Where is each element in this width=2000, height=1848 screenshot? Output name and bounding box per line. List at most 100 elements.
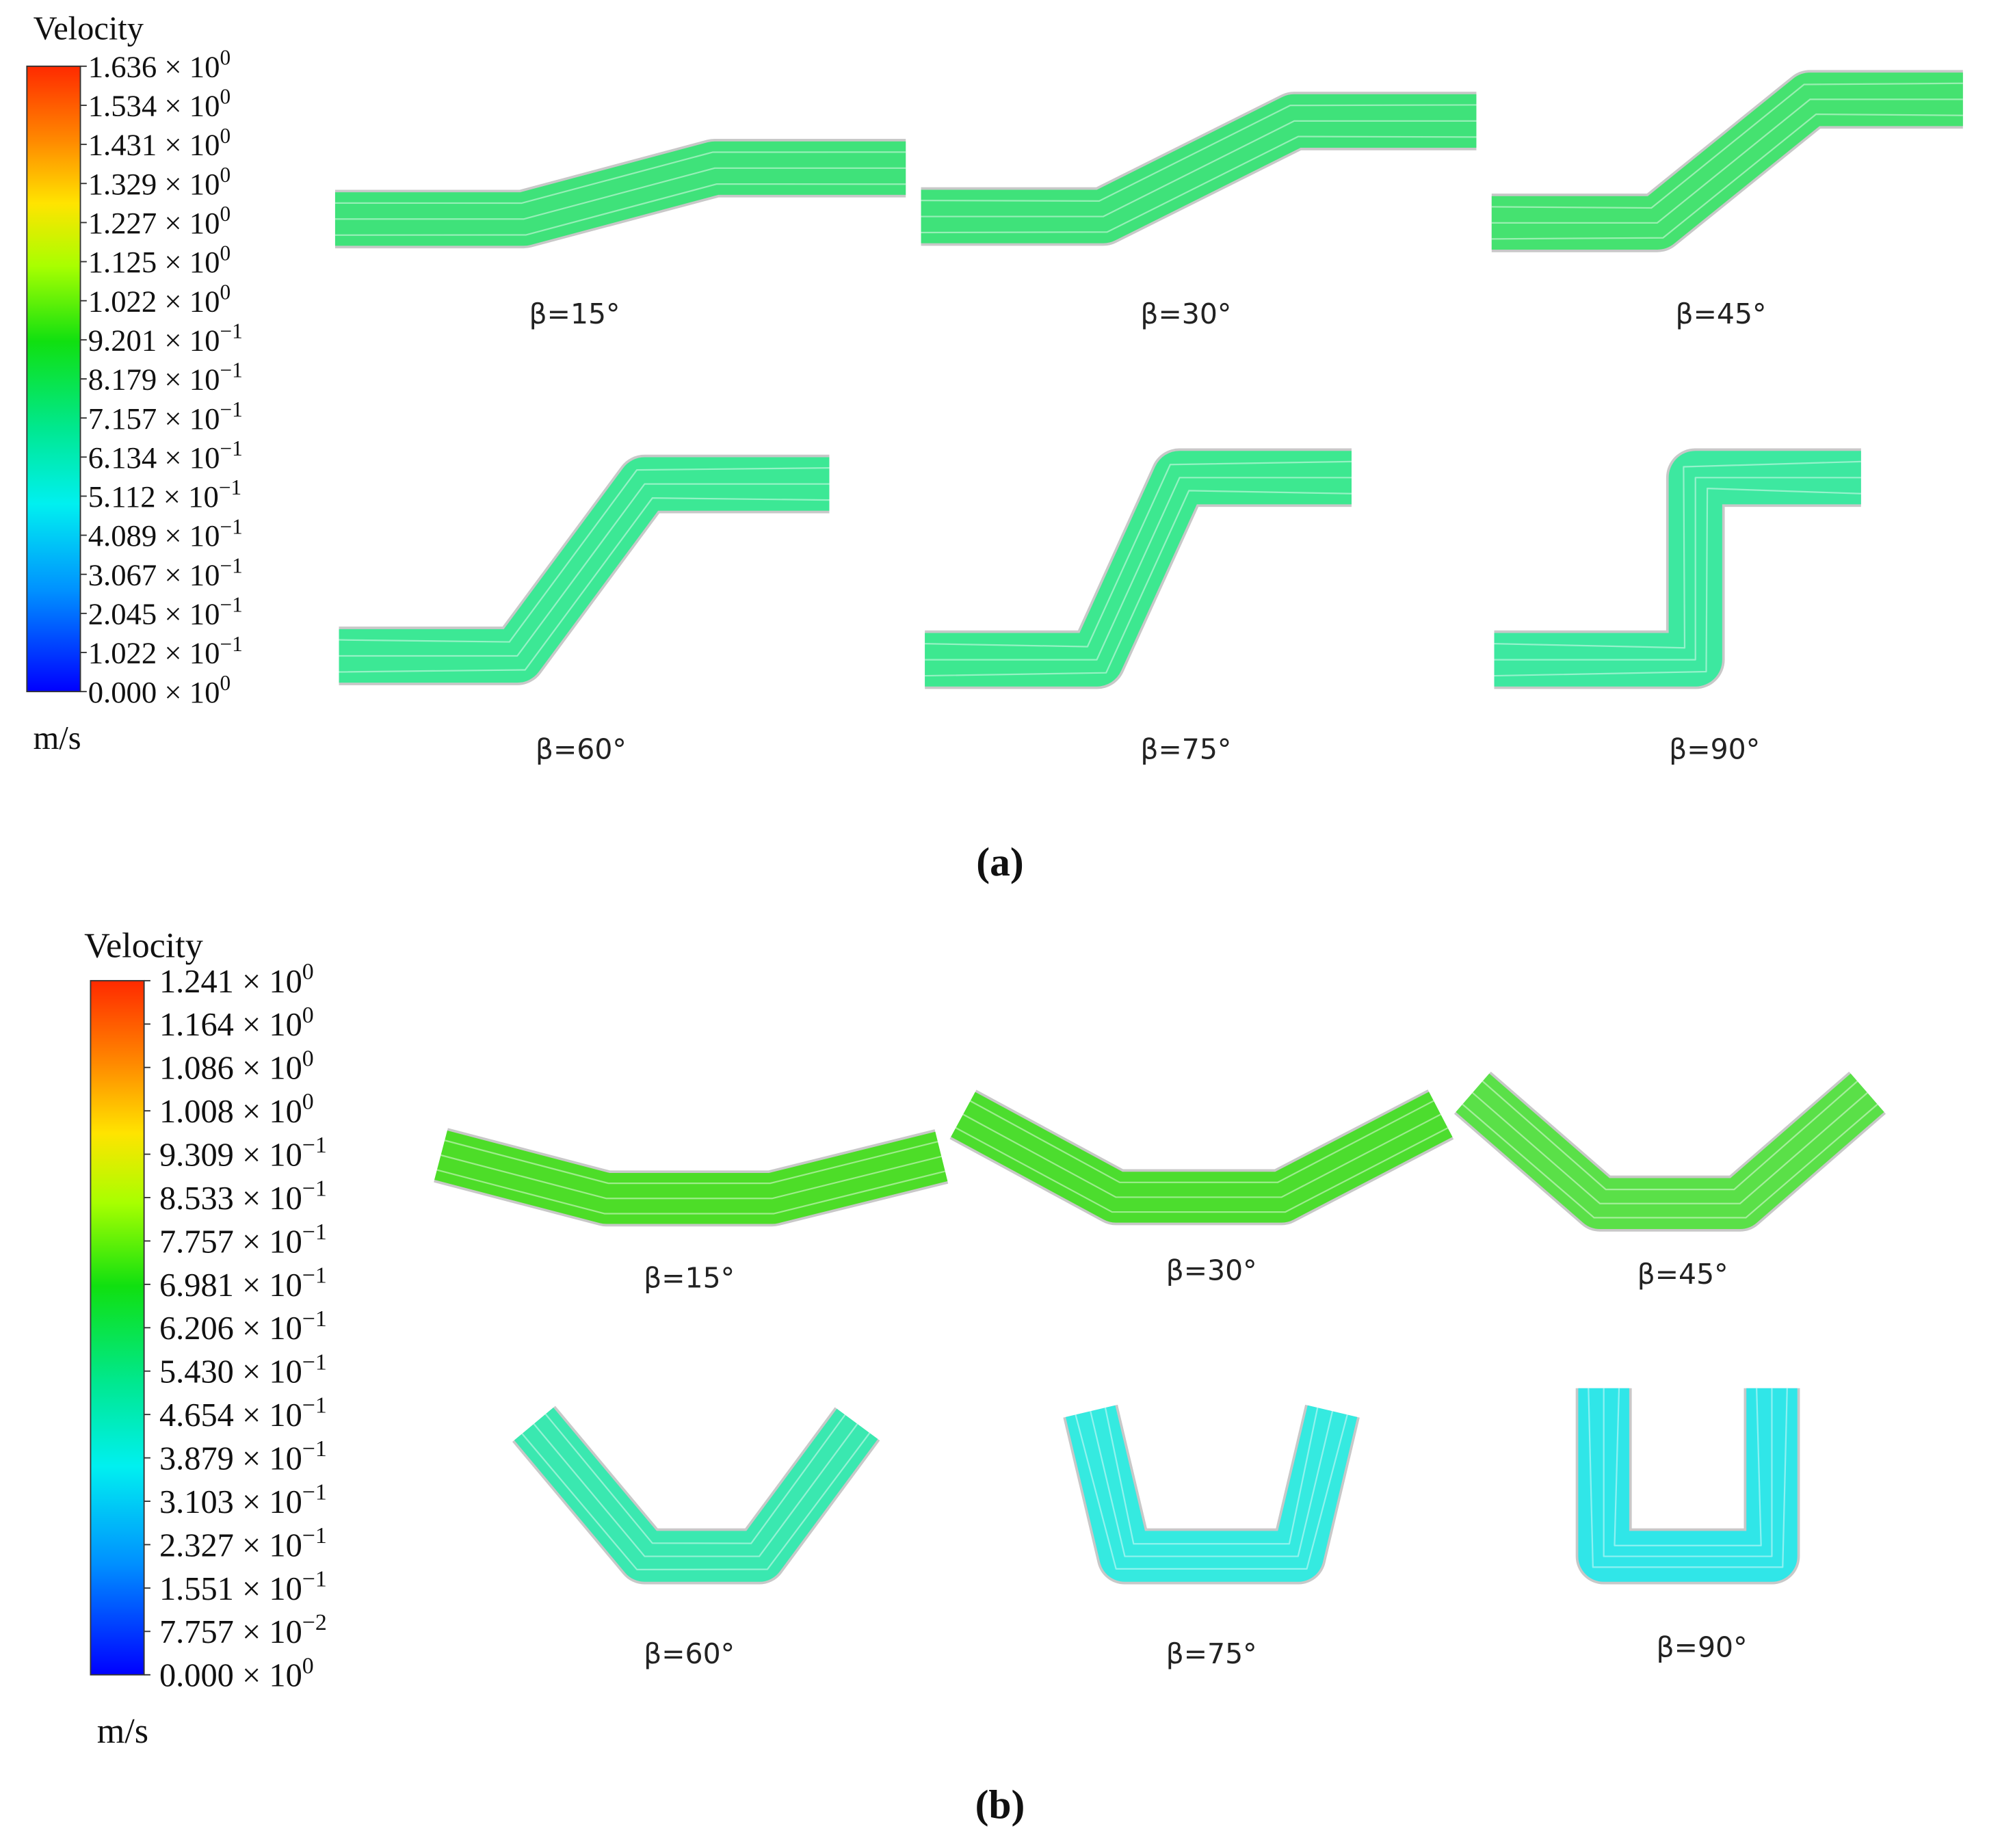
pipe-flow — [1578, 1388, 1798, 1582]
legend-label-exp: −1 — [302, 1566, 327, 1592]
streamline — [521, 1432, 871, 1570]
legend-label-base: 1.551 × 10 — [159, 1571, 302, 1607]
caption: β=45° — [1637, 1258, 1728, 1291]
streamline — [1494, 477, 1861, 661]
streamline — [921, 104, 1477, 202]
legend-label-exp: 0 — [220, 46, 231, 70]
legend-label-exp: 0 — [302, 1090, 314, 1115]
legend-label-base: 3.067 × 10 — [88, 557, 220, 592]
streamline — [339, 483, 830, 657]
streamline — [440, 1154, 942, 1200]
legend-label: 1.125 × 100 — [88, 241, 231, 279]
streamline — [921, 120, 1477, 217]
streamline — [921, 135, 1477, 234]
legend-label-exp: 0 — [302, 1003, 314, 1028]
legend-label: 1.164 × 100 — [159, 1003, 314, 1043]
pipe-flow — [951, 1092, 1453, 1223]
legend-label-base: 2.327 × 10 — [159, 1527, 302, 1563]
legend-label-exp: 0 — [302, 959, 314, 984]
streamline — [436, 1169, 945, 1215]
legend-label-exp: −1 — [302, 1133, 327, 1158]
caption: β=45° — [1675, 298, 1766, 330]
legend-label-exp: −1 — [220, 553, 242, 577]
legend-label-exp: 0 — [302, 1653, 314, 1678]
legend-label-exp: 0 — [220, 85, 231, 109]
streamline — [544, 1413, 846, 1544]
legend-label: 5.112 × 10−1 — [88, 475, 241, 514]
legend-label: 6.981 × 10−1 — [159, 1263, 327, 1303]
legend-label: 5.430 × 10−1 — [159, 1349, 327, 1390]
legend-label: 7.757 × 10−1 — [159, 1219, 327, 1260]
legend-label-base: 0.000 × 10 — [159, 1658, 302, 1694]
legend-label: 1.636 × 100 — [88, 46, 231, 84]
legend-label: 4.654 × 10−1 — [159, 1393, 327, 1434]
streamline — [1104, 1407, 1319, 1545]
legend-label-exp: −1 — [220, 358, 242, 382]
legend-label-exp: 0 — [220, 280, 231, 304]
legend-label-base: 8.533 × 10 — [159, 1180, 302, 1217]
legend-label-exp: 0 — [302, 1046, 314, 1071]
legend-label-base: 1.431 × 10 — [88, 128, 220, 162]
caption: β=60° — [536, 733, 627, 766]
legend-label: 3.103 × 10−1 — [159, 1480, 327, 1520]
legend-label: 1.534 × 100 — [88, 85, 231, 123]
legend-label-base: 1.227 × 10 — [88, 206, 220, 240]
legend-label-base: 5.112 × 10 — [88, 479, 219, 514]
pipe-flow — [434, 1130, 948, 1224]
pipe-flow — [514, 1408, 878, 1582]
legend-label-base: 3.879 × 10 — [159, 1441, 302, 1477]
legend-label-exp: −1 — [302, 1393, 327, 1418]
legend-label-exp: −1 — [220, 632, 242, 656]
legend-label-exp: −1 — [220, 436, 242, 460]
legend-label: 6.206 × 10−1 — [159, 1306, 327, 1347]
streamline — [1491, 113, 1963, 240]
legend-title: Velocity — [34, 11, 144, 47]
legend-label-exp: 0 — [220, 163, 231, 187]
legend-label-base: 4.654 × 10 — [159, 1397, 302, 1434]
legend-label-exp: −1 — [302, 1436, 327, 1462]
legend-label-base: 1.008 × 10 — [159, 1094, 302, 1130]
streamline — [1494, 460, 1861, 649]
streamline — [1491, 82, 1963, 209]
legend-label-exp: −1 — [220, 514, 242, 538]
legend-label-base: 1.022 × 10 — [88, 284, 220, 318]
streamline — [334, 167, 906, 220]
legend-label: 2.327 × 10−1 — [159, 1523, 327, 1563]
legend-title: Velocity — [84, 926, 203, 965]
legend-label-exp: −1 — [219, 475, 241, 499]
legend-unit: m/s — [34, 720, 81, 756]
legend-label-exp: 0 — [220, 124, 231, 148]
legend-label-exp: −1 — [302, 1219, 327, 1245]
streamline — [1472, 1092, 1868, 1204]
legend-label: 1.551 × 10−1 — [159, 1566, 327, 1607]
legend-label-exp: −1 — [302, 1306, 327, 1332]
legend-label: 1.241 × 100 — [159, 959, 314, 999]
legend-label: 1.022 × 10−1 — [88, 632, 243, 670]
legend-label-base: 7.157 × 10 — [88, 401, 220, 436]
streamline — [970, 1100, 1434, 1183]
streamline — [1494, 487, 1861, 677]
streamline — [1075, 1414, 1348, 1570]
legend-label-base: 4.089 × 10 — [88, 518, 220, 553]
streamline — [339, 497, 830, 673]
legend-label: 1.431 × 100 — [88, 124, 231, 162]
pipe-flow — [1456, 1073, 1884, 1229]
legend-label-exp: −1 — [302, 1349, 327, 1375]
legend-label-base: 9.201 × 10 — [88, 323, 220, 357]
legend-label-base: 0.000 × 10 — [88, 675, 220, 709]
legend-label: 9.309 × 10−1 — [159, 1133, 327, 1173]
legend-label-base: 6.981 × 10 — [159, 1267, 302, 1304]
legend-label: 0.000 × 100 — [159, 1653, 314, 1693]
legend-label-base: 1.241 × 10 — [159, 964, 302, 1000]
legend-label-base: 1.125 × 10 — [88, 245, 220, 279]
caption: β=30° — [1140, 298, 1231, 330]
legend-label: 3.067 × 10−1 — [88, 553, 243, 592]
caption: β=90° — [1657, 1631, 1748, 1664]
legend-label: 2.045 × 10−1 — [88, 593, 243, 631]
legend-label-exp: −1 — [302, 1263, 327, 1288]
legend-label-base: 8.179 × 10 — [88, 362, 220, 397]
pipe-flow — [334, 141, 906, 246]
streamline — [1462, 1103, 1878, 1219]
colorbar — [26, 65, 81, 693]
streamline — [334, 151, 906, 204]
